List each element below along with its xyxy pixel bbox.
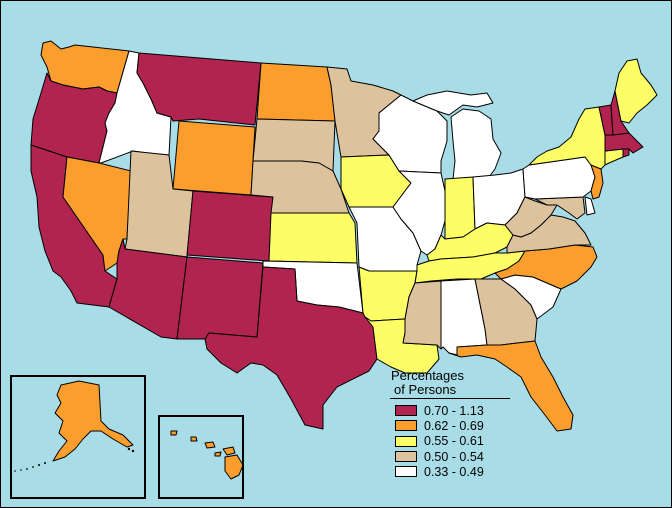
legend-label: 0.62 - 0.69 xyxy=(424,418,484,433)
legend-item: 0.55 - 0.61 xyxy=(390,434,520,449)
legend-label: 0.55 - 0.61 xyxy=(424,434,484,449)
legend-swatch xyxy=(395,405,417,417)
legend-item: 0.50 - 0.54 xyxy=(390,449,520,464)
state-nebraska xyxy=(250,160,350,214)
legend-swatch xyxy=(395,420,417,432)
legend-swatch xyxy=(395,466,417,478)
legend-label: 0.33 - 0.49 xyxy=(424,464,484,479)
state-north-carolina xyxy=(494,244,598,290)
state-north-dakota xyxy=(256,62,336,122)
state-maine xyxy=(614,58,658,124)
legend-label: 0.50 - 0.54 xyxy=(424,449,484,464)
legend-swatch xyxy=(395,451,417,463)
state-delaware xyxy=(584,196,596,216)
legend-divider xyxy=(390,398,510,399)
state-new-hampshire xyxy=(610,90,630,136)
state-rhode-island xyxy=(622,148,630,158)
state-michigan xyxy=(450,108,502,180)
state-wyoming xyxy=(172,120,256,196)
legend-label: 0.70 - 1.13 xyxy=(424,403,484,418)
state-alaska xyxy=(52,380,134,462)
state-new-york xyxy=(528,106,606,170)
legend-swatch xyxy=(395,435,417,447)
state-maryland xyxy=(534,196,586,220)
state-texas xyxy=(204,266,378,430)
state-new-jersey xyxy=(590,164,604,200)
legend-item: 0.70 - 1.13 xyxy=(390,403,520,418)
state-michigan-upper xyxy=(412,90,494,116)
legend-title-line-1: Percentages xyxy=(391,368,464,383)
state-kansas xyxy=(268,212,358,264)
legend-item: 0.62 - 0.69 xyxy=(390,418,520,433)
hawaii-islands xyxy=(170,430,244,480)
alaska-inset-frame xyxy=(10,375,146,499)
map-legend: Percentages of Persons 0.70 - 1.13 0.62 … xyxy=(390,369,520,479)
alaska-islands xyxy=(14,447,135,472)
legend-item: 0.33 - 0.49 xyxy=(390,464,520,479)
legend-title-line-2: of Persons xyxy=(394,382,457,397)
hawaii-inset-frame xyxy=(158,415,244,499)
state-colorado xyxy=(186,190,274,262)
state-new-mexico xyxy=(176,256,264,340)
state-connecticut xyxy=(604,148,624,166)
state-indiana xyxy=(444,176,476,240)
legend-title: Percentages of Persons xyxy=(391,369,520,397)
state-west-virginia xyxy=(504,196,558,238)
state-massachusetts xyxy=(604,132,644,154)
state-montana xyxy=(136,52,262,126)
state-florida xyxy=(448,340,574,432)
